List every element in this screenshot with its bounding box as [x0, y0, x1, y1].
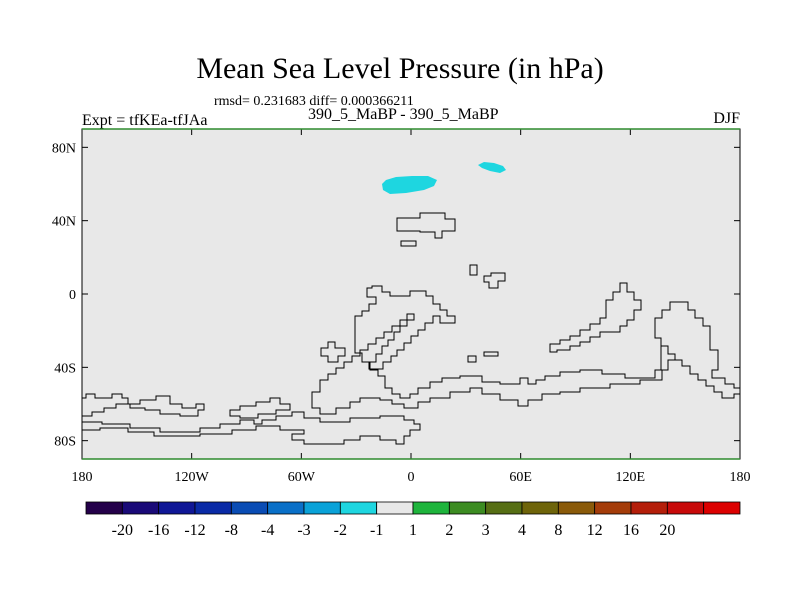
colorbar-label: -3: [297, 522, 310, 539]
anomaly-region-greenland-sea: [382, 176, 437, 194]
coastline-indonesia-australia: [549, 282, 642, 353]
colorbar-label: 8: [554, 522, 562, 539]
colorbar-label: 3: [482, 522, 490, 539]
colorbar-swatch: [557, 501, 596, 515]
colorbar-label: -1: [370, 522, 383, 539]
coastlines: [81, 212, 741, 445]
lat-tick-label: 40N: [52, 215, 76, 230]
experiment-label: Expt = tfKEa-tfJAa: [82, 112, 208, 129]
lon-tick-label: 0: [408, 470, 415, 485]
colorbar-label: 16: [623, 522, 639, 539]
lon-tick-label: 180: [72, 470, 93, 485]
coastline-north-block: [396, 212, 456, 239]
colorbar: -20 -16 -12 -8 -4 -3 -2 -1 1 2 3 4 8 12 16 20: [85, 501, 741, 539]
colorbar-swatch: [85, 501, 123, 515]
colorbar-label: -4: [261, 522, 274, 539]
colorbar-label: 4: [518, 522, 526, 539]
coastline-madagascar: [467, 355, 477, 363]
colorbar-swatch: [121, 501, 160, 515]
lat-tick-label: 80N: [52, 141, 76, 156]
lon-tick-label: 60W: [288, 470, 316, 485]
colorbar-swatch: [194, 501, 232, 515]
coastline-small-bar: [400, 240, 417, 247]
lat-tick-label: 80S: [54, 435, 76, 450]
colorbar-label: 12: [587, 522, 603, 539]
colorbar-label: -12: [184, 522, 205, 539]
coastline-antarctica: [81, 393, 421, 445]
colorbar-swatch: [666, 501, 705, 515]
run-label: 390_5_MaBP - 390_5_MaBP: [308, 106, 499, 123]
plot-area: 80N 40N 0 40S 80S 180 120W 60W 0 60E 120E 180: [52, 128, 751, 485]
coastline-arabia: [483, 272, 506, 289]
colorbar-swatch: [376, 501, 414, 515]
colorbar-label: -2: [334, 522, 347, 539]
colorbar-swatch: [412, 501, 450, 515]
colorbar-label: 2: [445, 522, 453, 539]
colorbar-swatch: [158, 501, 196, 515]
longitude-axis: 180 120W 60W 0 60E 120E 180: [72, 129, 751, 485]
colorbar-label: 1: [409, 522, 417, 539]
lat-tick-label: 40S: [54, 361, 76, 376]
lon-tick-label: 180: [730, 470, 751, 485]
coastline-africa: [354, 285, 456, 370]
colorbar-swatch: [448, 501, 487, 515]
lon-tick-label: 120E: [616, 470, 646, 485]
lat-tick-label: 0: [69, 288, 76, 303]
colorbar-swatch: [630, 501, 668, 515]
anomaly-region-barents-sea: [478, 162, 506, 173]
latitude-axis: 80N 40N 0 40S 80S: [52, 141, 740, 450]
colorbar-label: -20: [112, 522, 133, 539]
coastline-small-island: [469, 264, 478, 276]
lon-tick-label: 120W: [175, 470, 210, 485]
colorbar-label: -8: [225, 522, 238, 539]
season-label: DJF: [713, 110, 740, 127]
map-title: Mean Sea Level Pressure (in hPa): [196, 52, 604, 85]
coastline-southern-ocean-belt: [311, 313, 676, 415]
rmsd-diff-stats: rmsd= 0.231683 diff= 0.000366211: [214, 94, 414, 109]
coastline-small-patch: [483, 351, 499, 357]
colorbar-swatch: [594, 501, 632, 515]
colorbar-swatch: [230, 501, 269, 515]
colorbar-swatch: [267, 501, 305, 515]
colorbar-label: 20: [659, 522, 675, 539]
colorbar-label: -16: [148, 522, 169, 539]
coastline-south-america-west: [320, 341, 346, 363]
colorbar-swatch: [339, 501, 378, 515]
colorbar-swatch: [303, 501, 341, 515]
colorbar-swatch: [521, 501, 559, 515]
colorbar-swatch: [703, 501, 741, 515]
colorbar-swatch: [485, 501, 523, 515]
lon-tick-label: 60E: [509, 470, 532, 485]
